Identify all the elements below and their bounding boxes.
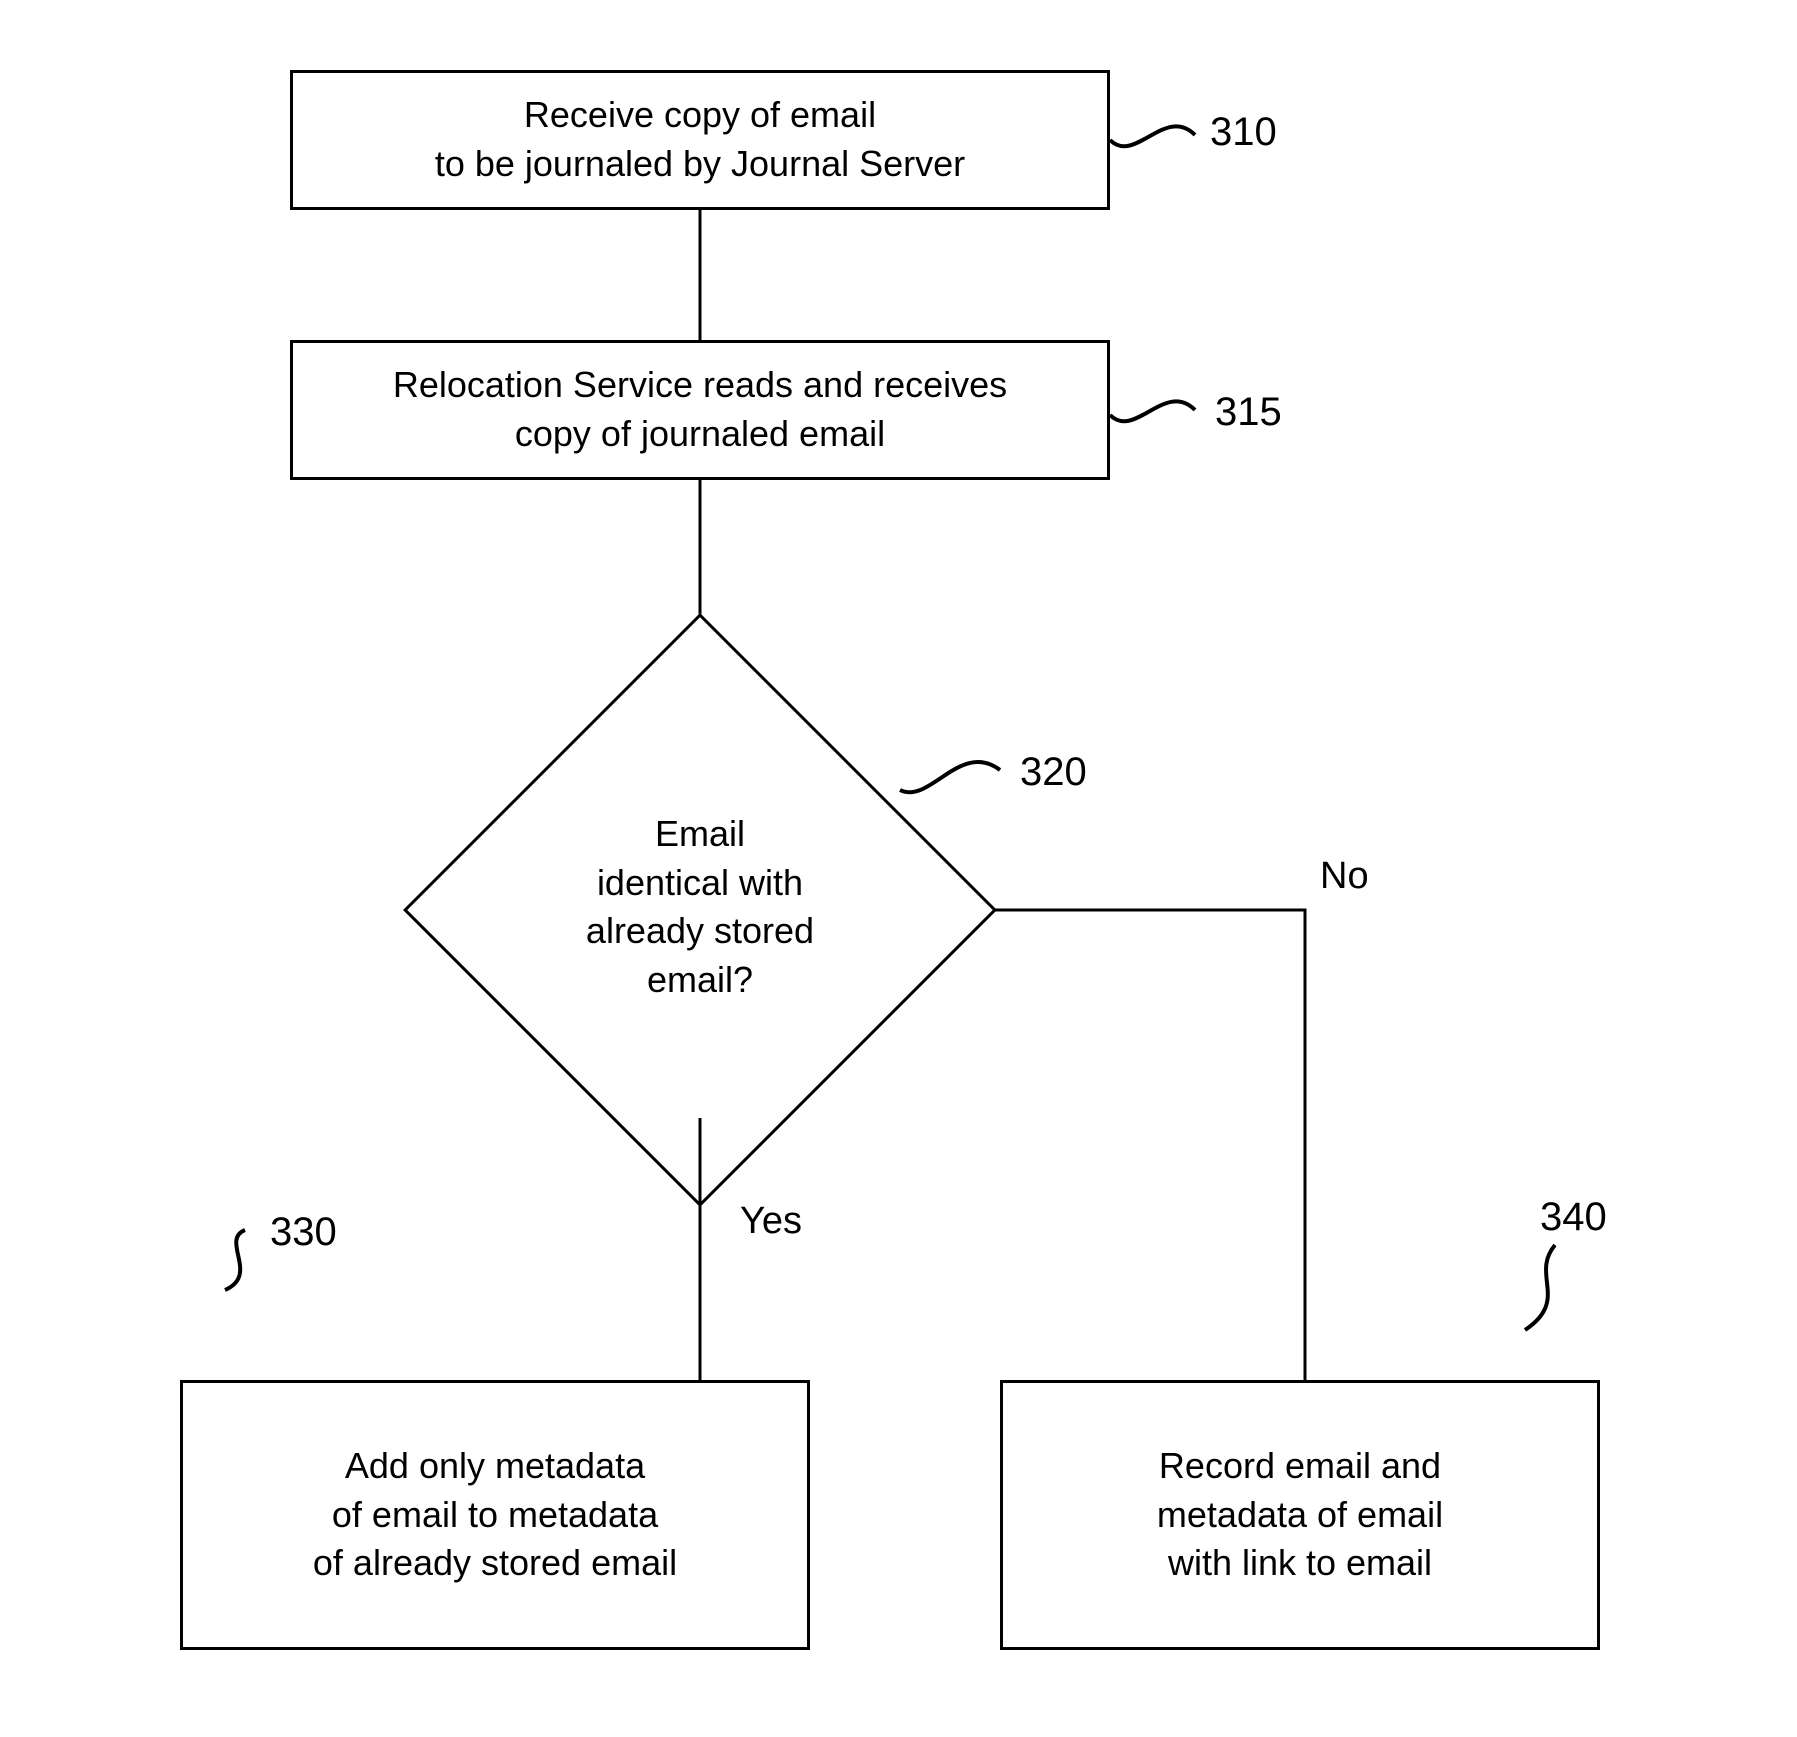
ref-310: 310 <box>1210 110 1277 155</box>
ref-330: 330 <box>270 1210 337 1255</box>
edge-320-330 <box>695 1118 705 1380</box>
node-330-text: Add only metadata of email to metadata o… <box>313 1442 677 1588</box>
edge-320-340 <box>995 905 1315 1385</box>
node-330: Add only metadata of email to metadata o… <box>180 1380 810 1650</box>
edge-yes-label: Yes <box>740 1200 802 1243</box>
leader-340 <box>1480 1245 1570 1335</box>
ref-340: 340 <box>1540 1195 1607 1240</box>
node-315: Relocation Service reads and receives co… <box>290 340 1110 480</box>
leader-315 <box>1110 385 1210 445</box>
node-310: Receive copy of email to be journaled by… <box>290 70 1110 210</box>
leader-330 <box>190 1230 270 1300</box>
flowchart-canvas: Receive copy of email to be journaled by… <box>0 0 1797 1737</box>
edge-no-label: No <box>1320 855 1369 898</box>
leader-310 <box>1110 110 1210 170</box>
node-340-text: Record email and metadata of email with … <box>1157 1442 1443 1588</box>
node-340: Record email and metadata of email with … <box>1000 1380 1600 1650</box>
node-310-text: Receive copy of email to be journaled by… <box>435 91 965 188</box>
ref-320: 320 <box>1020 750 1087 795</box>
edge-310-315 <box>695 210 705 340</box>
node-320-text: Email identical with already stored emai… <box>530 810 870 1004</box>
ref-315: 315 <box>1215 390 1282 435</box>
leader-320 <box>900 750 1010 810</box>
node-315-text: Relocation Service reads and receives co… <box>393 361 1007 458</box>
